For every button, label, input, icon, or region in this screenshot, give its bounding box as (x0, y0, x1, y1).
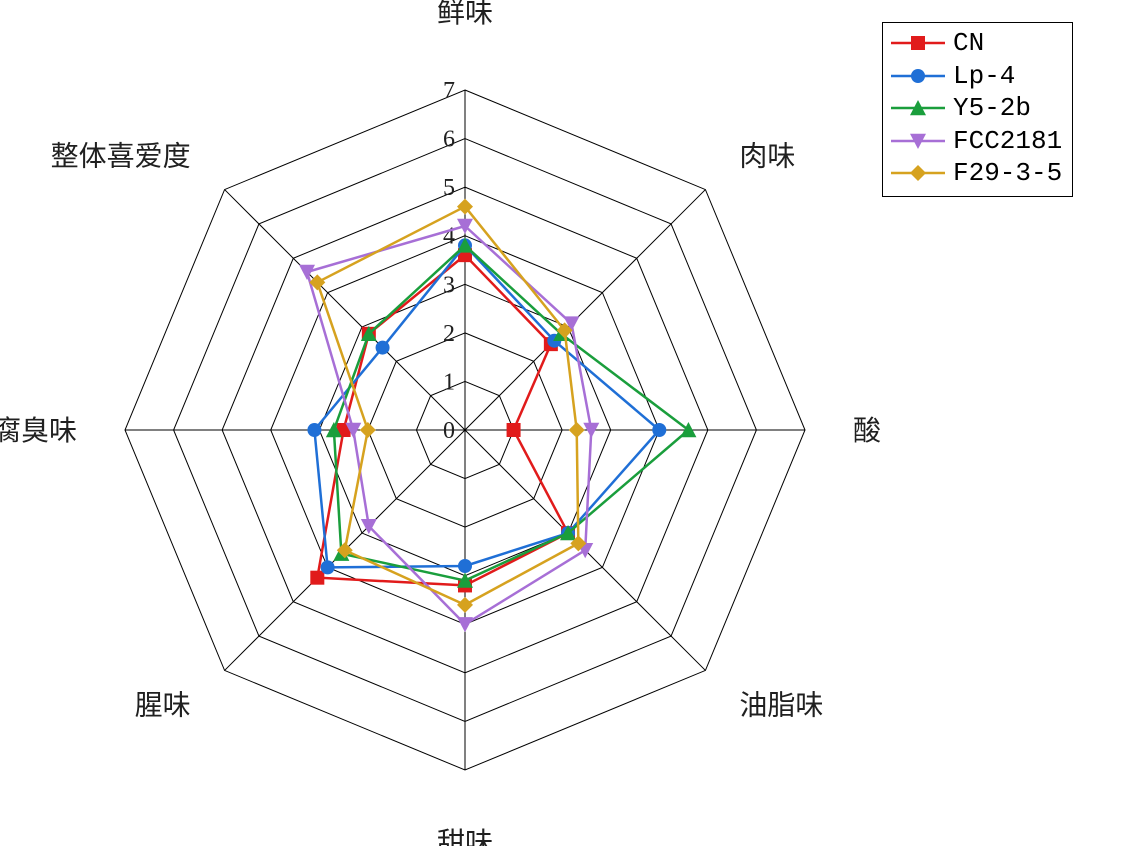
axis-label: 腥味 (135, 689, 191, 721)
marker-diamond (457, 597, 473, 613)
marker-circle (652, 423, 666, 437)
r-tick-label: 2 (443, 321, 455, 347)
r-tick-label: 1 (443, 369, 455, 395)
axis-label: 酸 (853, 415, 881, 447)
legend-item: Y5-2b (891, 92, 1062, 125)
axis-label: 肉味 (739, 141, 795, 173)
r-tick-label: 0 (443, 418, 455, 444)
radar-chart-container: 0 1 2 3 4 5 6 7 鲜味肉味酸油脂味甜味 腥味 腐臭味 整体喜爱度 CNLp-4Y5-2b… (0, 0, 1139, 846)
legend-label: FCC2181 (953, 125, 1062, 158)
legend-label: Y5-2b (953, 92, 1031, 125)
legend-item: FCC2181 (891, 125, 1062, 158)
r-tick-label: 3 (443, 272, 455, 298)
legend-swatch (891, 131, 945, 151)
marker-circle (307, 423, 321, 437)
marker-square (911, 36, 925, 50)
axis-label: 整体喜爱度 (51, 141, 191, 173)
marker-circle (376, 341, 390, 355)
marker-circle (321, 560, 335, 574)
series (307, 238, 666, 574)
legend-label: Lp-4 (953, 60, 1015, 93)
legend-swatch (891, 163, 945, 183)
marker-circle (458, 559, 472, 573)
r-tick-label: 7 (443, 78, 455, 104)
axis-label: 鲜味 (437, 0, 493, 29)
series (326, 237, 697, 587)
legend-label: CN (953, 27, 984, 60)
axis-label: 腐臭味 (0, 415, 77, 447)
r-tick-label: 6 (443, 127, 455, 153)
legend-label: F29-3-5 (953, 157, 1062, 190)
marker-square (310, 571, 324, 585)
legend: CNLp-4Y5-2bFCC2181F29-3-5 (882, 22, 1073, 197)
legend-swatch (891, 98, 945, 118)
r-tick-label: 4 (443, 224, 455, 250)
axis-label: 甜味 (437, 827, 493, 846)
legend-item: F29-3-5 (891, 157, 1062, 190)
legend-item: Lp-4 (891, 60, 1062, 93)
legend-swatch (891, 33, 945, 53)
marker-square (507, 423, 521, 437)
marker-diamond (360, 422, 376, 438)
legend-item: CN (891, 27, 1062, 60)
r-tick-label: 5 (443, 175, 455, 201)
axis-label: 油脂味 (739, 689, 823, 721)
legend-swatch (891, 66, 945, 86)
marker-triangle-down (457, 617, 473, 632)
marker-circle (911, 69, 925, 83)
marker-diamond (569, 422, 585, 438)
marker-diamond (910, 165, 926, 181)
